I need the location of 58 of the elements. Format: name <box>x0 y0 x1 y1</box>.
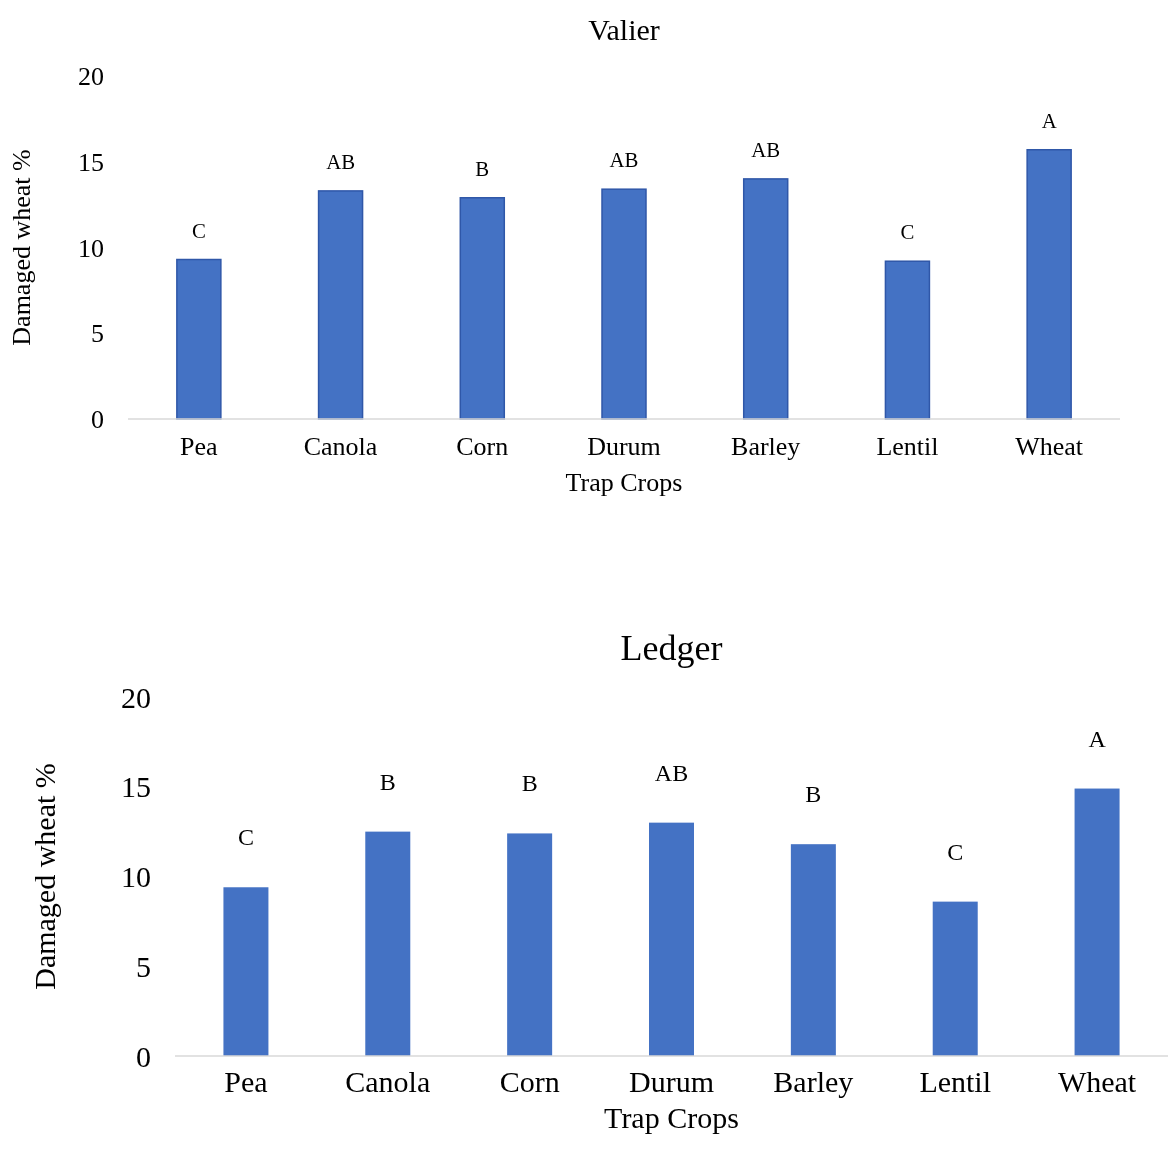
bar <box>223 887 269 1056</box>
y-tick-label: 10 <box>78 233 104 263</box>
annotation: C <box>947 838 964 865</box>
x-tick-label: Canola <box>303 432 378 461</box>
annotation: C <box>191 218 206 242</box>
x-tick-label: Pea <box>224 1065 268 1098</box>
annotation: AB <box>609 148 639 172</box>
x-tick-label: Lentil <box>876 432 939 461</box>
y-tick-label: 15 <box>121 770 151 804</box>
bar <box>649 822 694 1056</box>
x-axis-title: Trap Crops <box>565 468 683 497</box>
x-tick-label: Durum <box>587 432 661 461</box>
x-tick-label: Barley <box>773 1065 854 1098</box>
bar <box>317 190 364 420</box>
x-tick-label: Pea <box>180 432 219 461</box>
y-tick-label: 15 <box>78 147 104 177</box>
annotation: AB <box>654 759 689 786</box>
x-tick-label: Wheat <box>1015 432 1084 461</box>
annotation: B <box>475 156 490 180</box>
bar <box>932 901 978 1056</box>
x-tick-label: Corn <box>499 1065 560 1098</box>
bar <box>1074 788 1120 1056</box>
y-tick-label: 5 <box>136 949 151 983</box>
annotation: B <box>805 781 822 808</box>
annotation: C <box>900 220 915 244</box>
annotation: AB <box>326 149 356 173</box>
bar <box>176 258 222 420</box>
x-tick-label: Durum <box>629 1065 714 1098</box>
annotation: AB <box>751 137 781 161</box>
bar <box>459 197 506 420</box>
x-tick-label: Barley <box>731 432 801 461</box>
annotation: A <box>1088 725 1107 752</box>
y-axis-title: Damaged wheat % <box>7 149 36 346</box>
bar <box>742 178 789 420</box>
annotation: C <box>237 824 254 851</box>
y-tick-label: 20 <box>78 62 104 92</box>
annotation: B <box>521 770 538 797</box>
y-tick-label: 0 <box>91 405 104 435</box>
bar <box>790 844 836 1056</box>
y-tick-label: 10 <box>121 860 151 893</box>
bar <box>507 833 553 1056</box>
y-tick-label: 20 <box>121 680 151 714</box>
x-tick-label: Corn <box>456 432 509 461</box>
y-axis-title: Damaged wheat % <box>28 763 61 990</box>
y-tick-label: 5 <box>91 319 104 349</box>
annotation: A <box>1041 108 1057 132</box>
y-tick-label: 0 <box>136 1039 151 1073</box>
bar <box>1026 149 1072 420</box>
x-tick-label: Wheat <box>1057 1065 1137 1098</box>
x-axis-title: Trap Crops <box>604 1101 739 1134</box>
bar <box>601 188 647 420</box>
chart-title: Valier <box>588 13 660 46</box>
annotation: B <box>379 768 396 795</box>
x-tick-label: Lentil <box>919 1065 992 1098</box>
bar <box>365 831 411 1056</box>
x-tick-label: Canola <box>345 1065 431 1098</box>
bar <box>884 260 931 420</box>
chart-title: Ledger <box>620 628 723 668</box>
